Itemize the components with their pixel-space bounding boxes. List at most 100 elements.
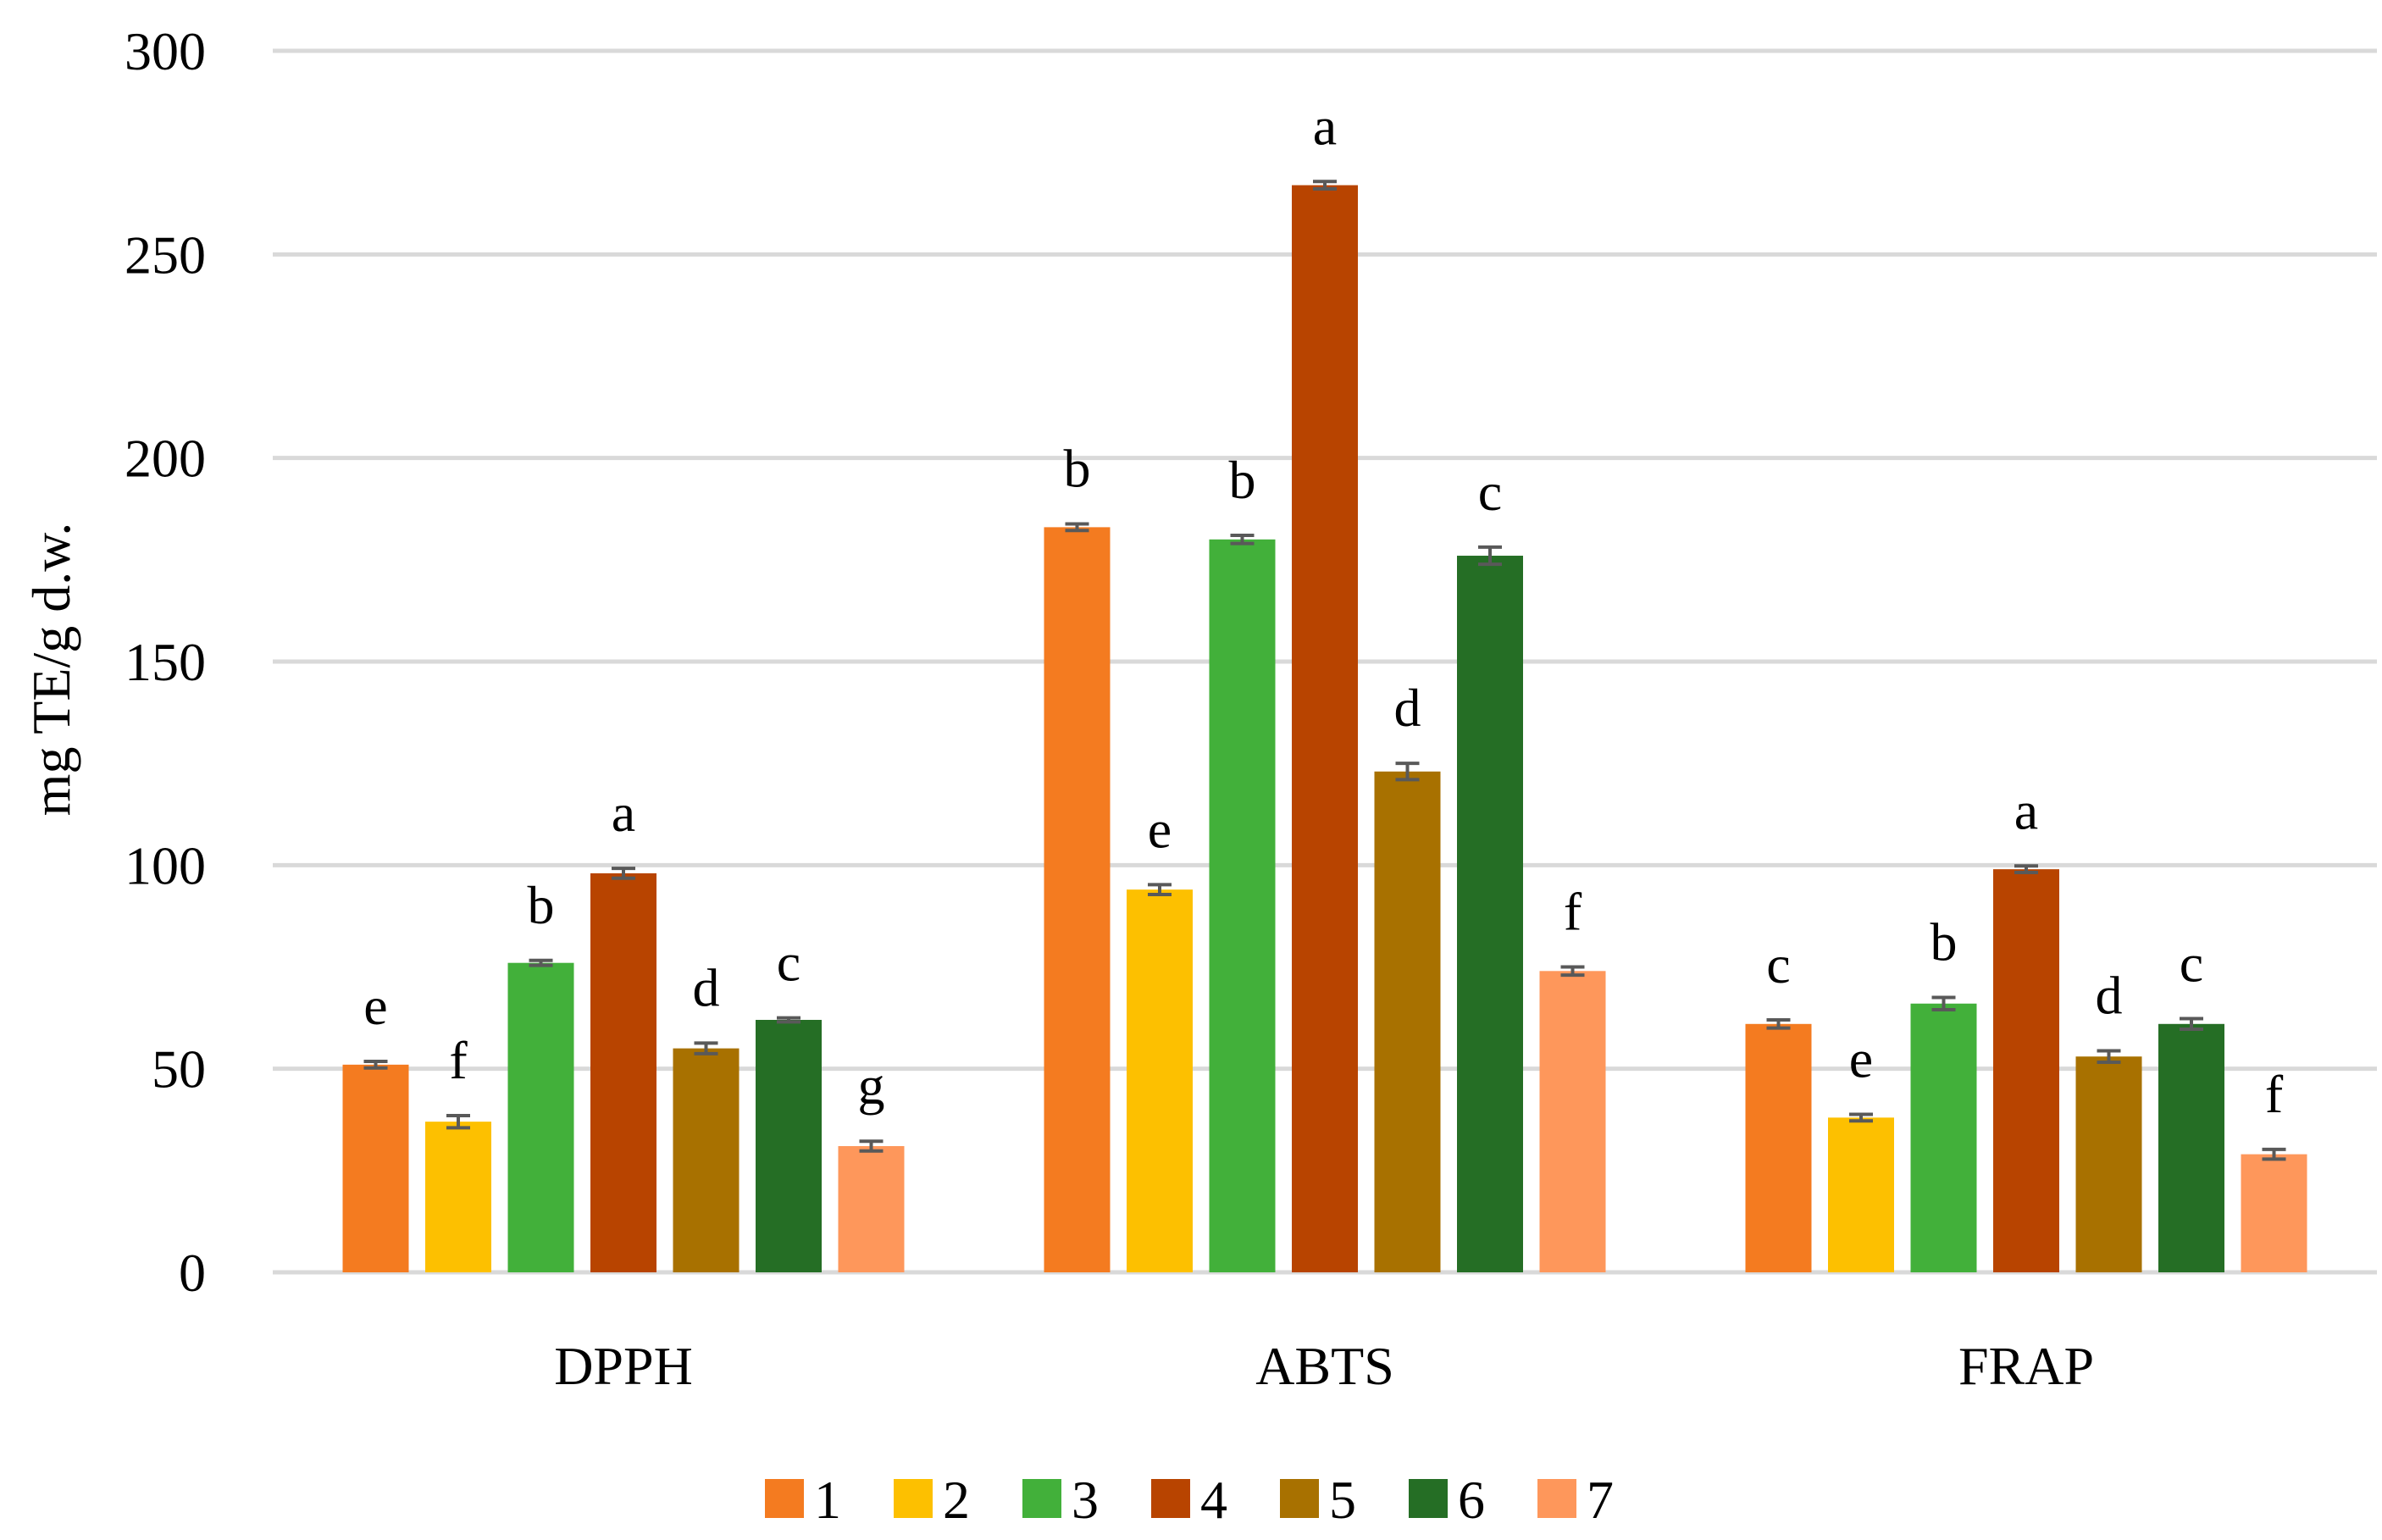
legend-label: 4	[1200, 1470, 1227, 1530]
significance-label: d	[2096, 966, 2123, 1026]
error-bar	[2014, 864, 2038, 874]
legend-item[interactable]: 7	[1537, 1470, 1614, 1530]
error-bar	[694, 1041, 718, 1055]
legend-swatch	[1537, 1479, 1576, 1518]
y-axis-label: mg TE/g d.w.	[21, 523, 81, 817]
legend-label: 7	[1587, 1470, 1614, 1530]
error-bar	[859, 1139, 884, 1153]
significance-label: g	[858, 1055, 885, 1116]
significance-label: a	[2014, 780, 2038, 840]
significance-label: f	[2265, 1064, 2284, 1124]
significance-label: a	[1313, 96, 1337, 156]
significance-label: c	[2180, 933, 2203, 994]
error-bar	[1065, 522, 1089, 533]
bar	[1292, 185, 1358, 1272]
significance-label: c	[1478, 462, 1502, 522]
y-tick-labels: 0 50 100 150 200 250 300	[125, 21, 206, 1303]
y-tick-label: 150	[125, 632, 206, 692]
significance-label: c	[777, 933, 800, 993]
error-bar	[1560, 965, 1585, 978]
significance-label: d	[693, 957, 720, 1017]
legend-swatch	[894, 1479, 933, 1518]
significance-label: f	[1564, 882, 1582, 942]
error-bar	[363, 1060, 388, 1070]
error-bar	[1849, 1112, 1873, 1123]
significance-label: b	[1229, 450, 1256, 510]
error-bar	[1148, 883, 1172, 896]
bar	[1745, 1023, 1812, 1272]
legend-label: 3	[1072, 1470, 1099, 1530]
error-bar	[1766, 1017, 1791, 1030]
error-bar	[612, 867, 635, 880]
error-bar	[777, 1016, 800, 1024]
legend-swatch	[1151, 1479, 1190, 1518]
significance-label: b	[528, 875, 555, 935]
bar	[756, 1019, 822, 1272]
bar	[1127, 889, 1193, 1272]
error-bar	[1478, 545, 1502, 567]
legend-item[interactable]: 3	[1022, 1470, 1099, 1530]
error-bar	[446, 1113, 470, 1130]
y-tick-label: 0	[179, 1243, 206, 1303]
legend-swatch	[1280, 1479, 1319, 1518]
category-label: ABTS	[1255, 1336, 1394, 1396]
legend-item[interactable]: 1	[765, 1470, 841, 1530]
bar	[1457, 556, 1523, 1272]
bar	[2241, 1154, 2307, 1272]
bar	[1374, 771, 1441, 1272]
bar	[1993, 869, 2059, 1272]
legend-item[interactable]: 5	[1280, 1470, 1356, 1530]
legend-item[interactable]: 4	[1151, 1470, 1227, 1530]
significance-label: a	[612, 783, 635, 843]
bar	[1539, 971, 1606, 1272]
error-bar	[2262, 1147, 2286, 1161]
significance-label: e	[1148, 799, 1172, 859]
bar	[507, 962, 574, 1272]
legend[interactable]: 1 2 3 4 5 6 7	[765, 1470, 1614, 1530]
significance-label: b	[1931, 912, 1958, 972]
legend-label: 6	[1458, 1470, 1485, 1530]
legend-swatch	[1409, 1479, 1448, 1518]
error-bar	[2097, 1049, 2121, 1064]
significance-label: d	[1394, 678, 1421, 738]
error-bar	[529, 958, 553, 967]
category-label: FRAP	[1958, 1336, 2094, 1396]
legend-swatch	[765, 1479, 804, 1518]
bar	[1209, 539, 1276, 1272]
bar	[590, 872, 656, 1272]
significance-label: b	[1064, 439, 1091, 499]
error-bar	[1395, 762, 1420, 782]
bar	[1044, 527, 1111, 1272]
legend-item[interactable]: 6	[1409, 1470, 1485, 1530]
y-tick-label: 50	[152, 1039, 206, 1100]
bar	[1910, 1003, 1977, 1272]
error-bar	[1230, 533, 1255, 546]
bar	[2158, 1023, 2224, 1272]
legend-label: 1	[814, 1470, 841, 1530]
error-bar	[2180, 1017, 2203, 1032]
legend-label: 2	[943, 1470, 970, 1530]
significance-label: e	[363, 976, 387, 1036]
y-tick-label: 250	[125, 224, 206, 285]
significance-label: c	[1766, 934, 1790, 994]
significance-label: f	[449, 1030, 468, 1090]
bar	[342, 1064, 409, 1272]
category-label: DPPH	[554, 1336, 693, 1396]
bar	[2075, 1056, 2142, 1272]
legend-label: 5	[1329, 1470, 1356, 1530]
significance-label: e	[1849, 1029, 1873, 1089]
y-tick-label: 200	[125, 429, 206, 489]
y-tick-label: 100	[125, 835, 206, 895]
error-bar	[1313, 180, 1337, 191]
bar	[1828, 1117, 1894, 1272]
legend-swatch	[1022, 1479, 1061, 1518]
bar	[425, 1122, 491, 1272]
bar	[673, 1048, 740, 1272]
bar	[838, 1145, 905, 1272]
legend-item[interactable]: 2	[894, 1470, 970, 1530]
error-bar	[1931, 995, 1956, 1011]
category-labels: DPPH ABTS FRAP	[554, 1336, 2094, 1396]
y-tick-label: 300	[125, 21, 206, 81]
